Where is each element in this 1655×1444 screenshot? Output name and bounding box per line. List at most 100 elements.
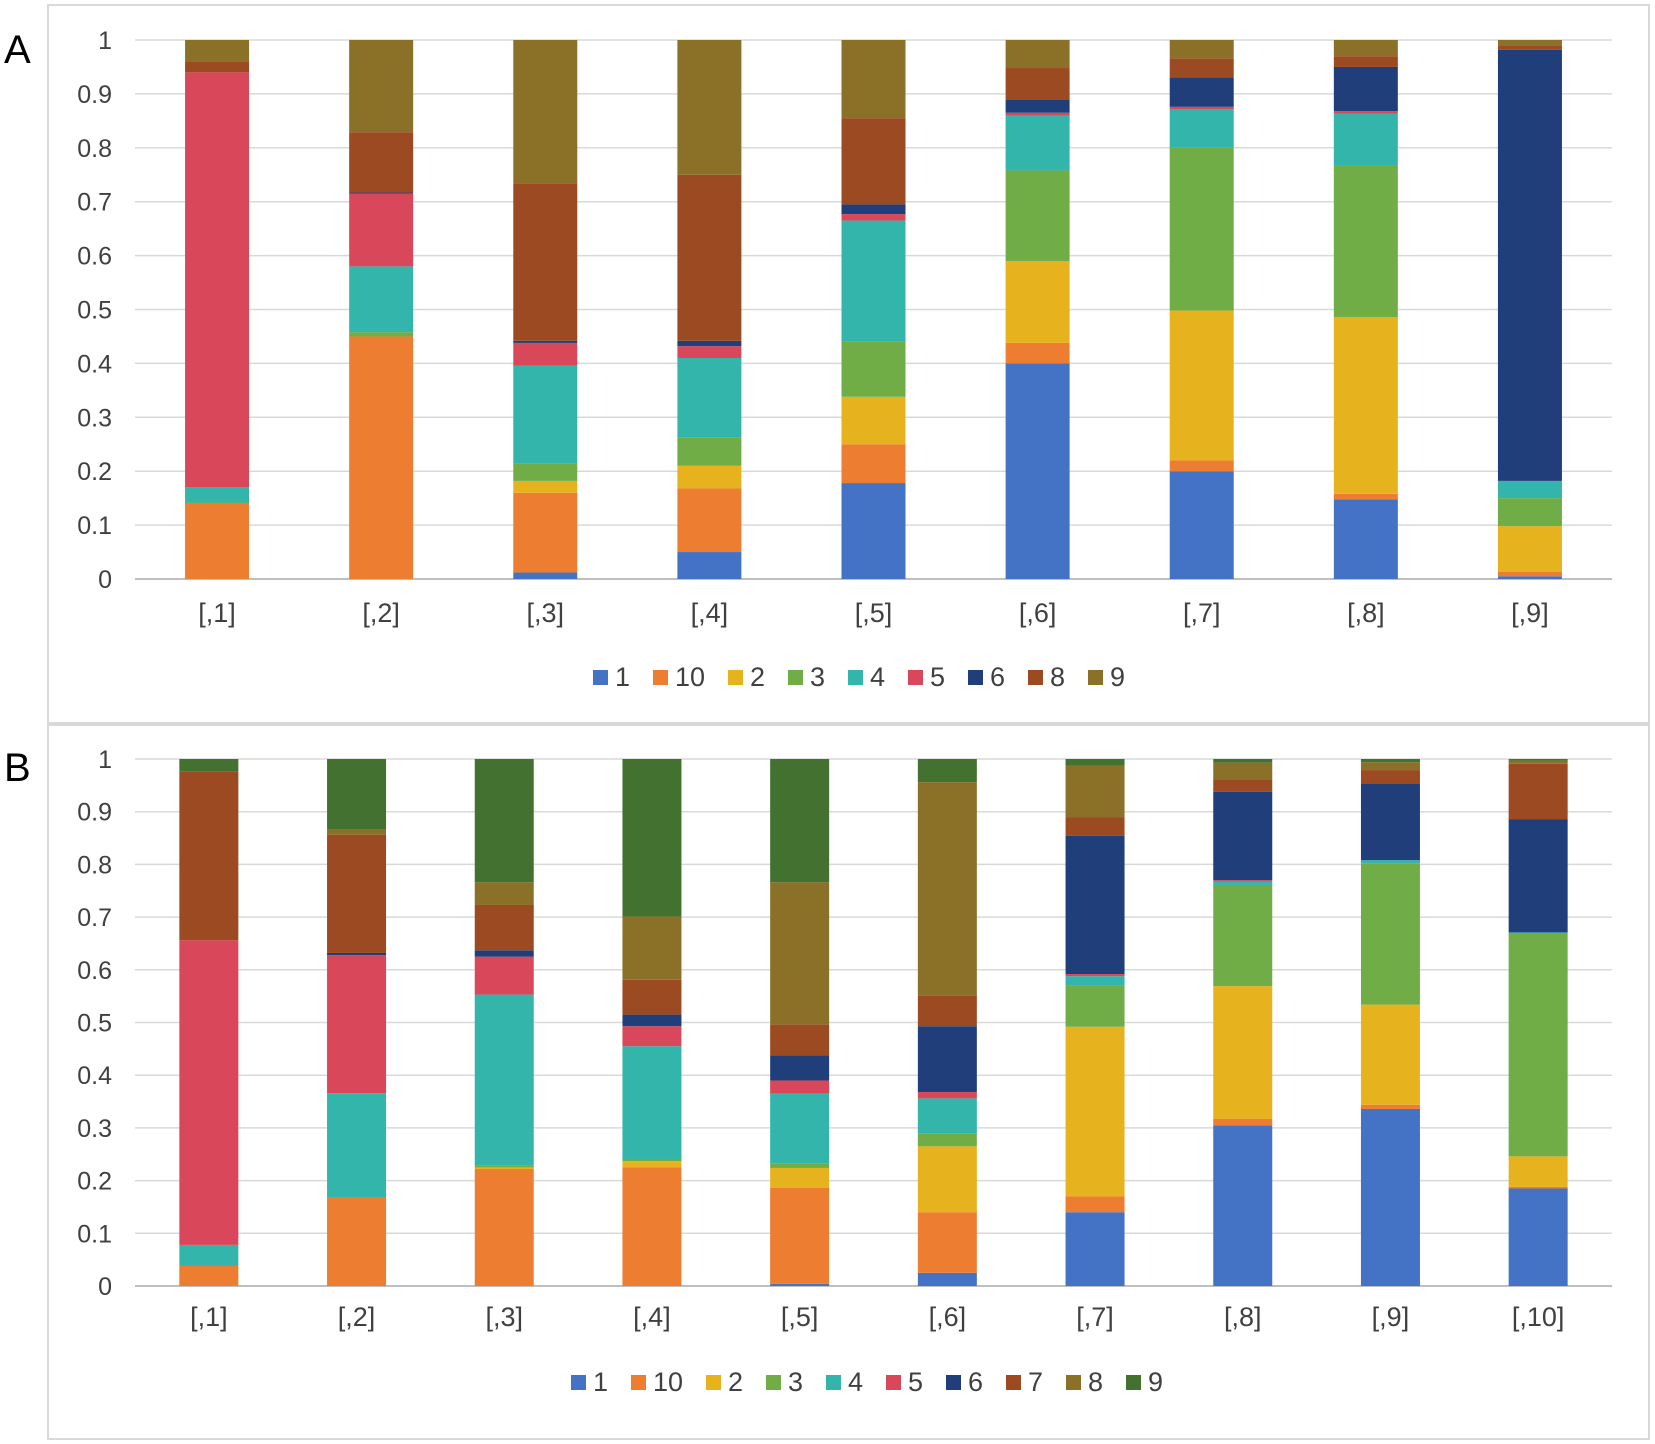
bar-segment-a-4-series-5 (841, 214, 906, 221)
bar-segment-a-0-series-3 (185, 502, 250, 504)
y-tick-label-b-1: 0.1 (77, 1220, 112, 1248)
y-tick-label-a-4: 0.4 (77, 350, 112, 378)
bar-segment-a-6-series-2 (1169, 310, 1234, 461)
x-tick-label-a-1: [,2] (362, 598, 400, 628)
bar-segment-b-9-series-4 (1508, 932, 1568, 934)
bar-segment-a-4-series-9 (841, 40, 906, 119)
x-tick-label-b-4: [,5] (781, 1302, 819, 1332)
bar-segment-b-1-series-9 (327, 759, 387, 830)
legend-label-b-3: 3 (788, 1367, 803, 1397)
bar-segment-b-2-series-10 (474, 1169, 534, 1286)
bar-segment-a-7-series-9 (1333, 40, 1398, 57)
bar-segment-b-1-series-8 (327, 829, 387, 835)
legend-label-a-4: 4 (870, 662, 885, 692)
legend-label-b-6: 6 (968, 1367, 983, 1397)
bar-segment-b-4-series-7 (770, 1024, 830, 1056)
x-tick-label-b-2: [,3] (485, 1302, 523, 1332)
legend-swatch-b-10 (631, 1375, 646, 1390)
bar-segment-a-5-series-8 (1005, 68, 1070, 100)
bar-segment-a-3-series-5 (677, 346, 742, 359)
bar-segment-b-2-series-9 (474, 759, 534, 883)
bar-segment-b-9-series-2 (1508, 1156, 1568, 1187)
bar-segment-a-1-series-9 (349, 40, 414, 133)
bar-segment-b-9-series-7 (1508, 763, 1568, 820)
legend-label-b-9: 9 (1148, 1367, 1163, 1397)
bar-segment-b-3-series-7 (622, 979, 682, 1015)
bar-segment-b-6-series-4 (1065, 976, 1125, 986)
bar-segment-b-6-series-9 (1065, 759, 1125, 766)
bar-segment-b-2-series-4 (474, 994, 534, 1166)
bar-segment-b-4-series-10 (770, 1187, 830, 1284)
bar-segment-b-3-series-6 (622, 1014, 682, 1027)
bar-segment-b-0-series-4 (179, 1244, 239, 1266)
bar-segment-a-6-series-6 (1169, 77, 1234, 107)
bar-segment-a-7-series-10 (1333, 493, 1398, 500)
legend-swatch-b-8 (1066, 1375, 1081, 1390)
bar-segment-b-4-series-3 (770, 1163, 830, 1168)
bar-segment-a-3-series-8 (677, 174, 742, 341)
bar-segment-a-1-series-4 (349, 266, 414, 333)
legend-swatch-a-9 (1088, 670, 1103, 685)
bar-segment-b-4-series-6 (770, 1055, 830, 1081)
bar-segment-b-6-series-6 (1065, 835, 1125, 975)
bar-segment-b-6-series-3 (1065, 985, 1125, 1027)
bar-segment-a-8-series-8 (1497, 45, 1562, 50)
legend-label-b-10: 10 (653, 1367, 683, 1397)
x-tick-label-b-7: [,8] (1224, 1302, 1262, 1332)
y-tick-label-b-0: 0 (98, 1273, 112, 1301)
bar-segment-b-4-series-8 (770, 882, 830, 1025)
bar-segment-a-3-series-1 (677, 552, 742, 579)
bar-segment-a-3-series-10 (677, 488, 742, 553)
bar-segment-b-2-series-5 (474, 956, 534, 995)
bar-segment-b-7-series-3 (1213, 884, 1273, 987)
legend-swatch-a-1 (593, 670, 608, 685)
bar-segment-a-1-series-10 (349, 336, 414, 579)
legend-swatch-b-9 (1126, 1375, 1141, 1390)
bar-segment-b-3-series-5 (622, 1026, 682, 1047)
legend-swatch-a-4 (848, 670, 863, 685)
bar-segment-a-2-series-10 (513, 492, 578, 573)
bar-segment-b-1-series-6 (327, 952, 387, 956)
legend-swatch-b-1 (571, 1375, 586, 1390)
bar-segment-b-8-series-4 (1360, 860, 1420, 864)
y-tick-label-b-3: 0.3 (77, 1115, 112, 1143)
bar-segment-b-5-series-10 (917, 1212, 977, 1273)
bar-segment-b-8-series-7 (1360, 770, 1420, 784)
bar-segment-b-9-series-10 (1508, 1186, 1568, 1189)
y-tick-label-a-5: 0.5 (77, 297, 112, 325)
bar-segment-b-7-series-5 (1213, 880, 1273, 882)
bar-segment-a-4-series-10 (841, 444, 906, 484)
bar-segment-b-5-series-8 (917, 782, 977, 996)
bar-segment-a-6-series-10 (1169, 460, 1234, 472)
bar-segment-b-9-series-6 (1508, 819, 1568, 933)
bar-segment-a-5-series-3 (1005, 170, 1070, 261)
bar-segment-a-4-series-3 (841, 341, 906, 397)
legend-swatch-b-4 (826, 1375, 841, 1390)
bar-segment-b-0-series-7 (179, 771, 239, 941)
legend-label-a-3: 3 (810, 662, 825, 692)
bar-segment-b-4-series-9 (770, 759, 830, 883)
bar-segment-b-2-series-7 (474, 904, 534, 951)
x-tick-label-b-0: [,1] (190, 1302, 228, 1332)
legend-label-b-2: 2 (728, 1367, 743, 1397)
y-tick-label-b-2: 0.2 (77, 1168, 112, 1196)
bar-segment-a-7-series-2 (1333, 317, 1398, 494)
y-tick-label-a-3: 0.3 (77, 404, 112, 432)
bar-segment-b-4-series-2 (770, 1167, 830, 1188)
legend-label-a-2: 2 (750, 662, 765, 692)
bar-segment-b-5-series-4 (917, 1098, 977, 1134)
bar-segment-b-3-series-2 (622, 1161, 682, 1168)
x-tick-label-a-2: [,3] (527, 598, 565, 628)
bar-segment-b-7-series-6 (1213, 791, 1273, 881)
x-tick-label-b-6: [,7] (1076, 1302, 1114, 1332)
y-tick-label-b-4: 0.4 (77, 1062, 112, 1090)
bar-segment-b-1-series-5 (327, 955, 387, 1094)
bar-segment-a-4-series-4 (841, 220, 906, 342)
bar-segment-b-2-series-8 (474, 882, 534, 905)
x-tick-label-b-1: [,2] (338, 1302, 376, 1332)
bar-segment-a-8-series-1 (1497, 576, 1562, 579)
legend-swatch-a-8 (1028, 670, 1043, 685)
bar-segment-a-7-series-5 (1333, 111, 1398, 114)
bar-segment-a-0-series-8 (185, 61, 250, 73)
bar-segment-a-5-series-4 (1005, 115, 1070, 171)
